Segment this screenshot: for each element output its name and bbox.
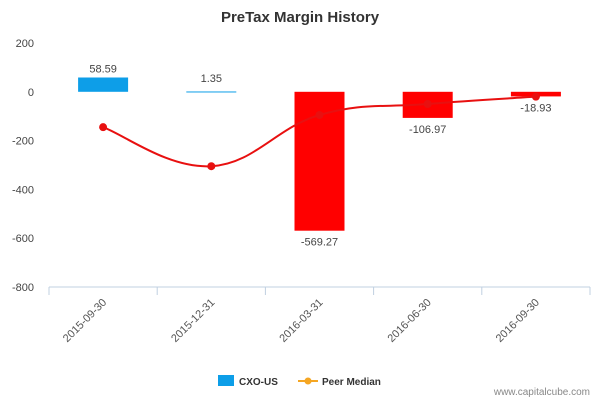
x-tick-label: 2015-12-31: [169, 297, 217, 345]
legend-peer-label: Peer Median: [322, 377, 381, 388]
y-axis-ticks: 200 0 -200 -400 -600 -800: [12, 38, 34, 294]
x-axis: 2015-09-30 2015-12-31 2016-03-31 2016-06-30…: [48, 286, 591, 345]
y-tick-label: -600: [12, 233, 34, 245]
x-tick-label: 2016-06-30: [386, 297, 434, 345]
peer-median-series: [99, 92, 540, 171]
chart-title: PreTax Margin History: [221, 9, 380, 26]
legend: CXO-US Peer Median: [218, 375, 381, 388]
x-tick-label: 2016-03-31: [277, 297, 325, 345]
bar-data-label: -106.97: [409, 124, 446, 136]
bar-data-label: -18.93: [520, 102, 551, 114]
bar: [78, 77, 129, 92]
peer-median-point: [531, 92, 540, 101]
x-tick-label: 2015-09-30: [61, 297, 109, 345]
bar: [186, 91, 237, 93]
peer-median-point: [315, 110, 324, 119]
y-tick-label: -200: [12, 136, 34, 148]
credit-text: www.capitalcube.com: [493, 387, 590, 398]
x-tick-label: 2016-09-30: [494, 297, 542, 345]
bar-data-labels: 58.59 1.35 -569.27 -106.97 -18.93: [89, 64, 551, 249]
y-tick-label: 0: [28, 87, 34, 99]
legend-cxo-swatch: [218, 375, 234, 386]
bar-data-label: 58.59: [89, 64, 117, 76]
bar-data-label: -569.27: [301, 237, 338, 249]
y-tick-label: 200: [16, 38, 34, 50]
legend-cxo-label: CXO-US: [239, 377, 278, 388]
y-tick-label: -400: [12, 184, 34, 196]
peer-median-point: [423, 100, 432, 108]
bar-data-label: 1.35: [201, 73, 222, 85]
peer-median-point: [207, 162, 216, 171]
peer-median-point: [99, 123, 108, 132]
y-tick-label: -800: [12, 282, 34, 294]
legend-peer-marker: [304, 377, 312, 385]
